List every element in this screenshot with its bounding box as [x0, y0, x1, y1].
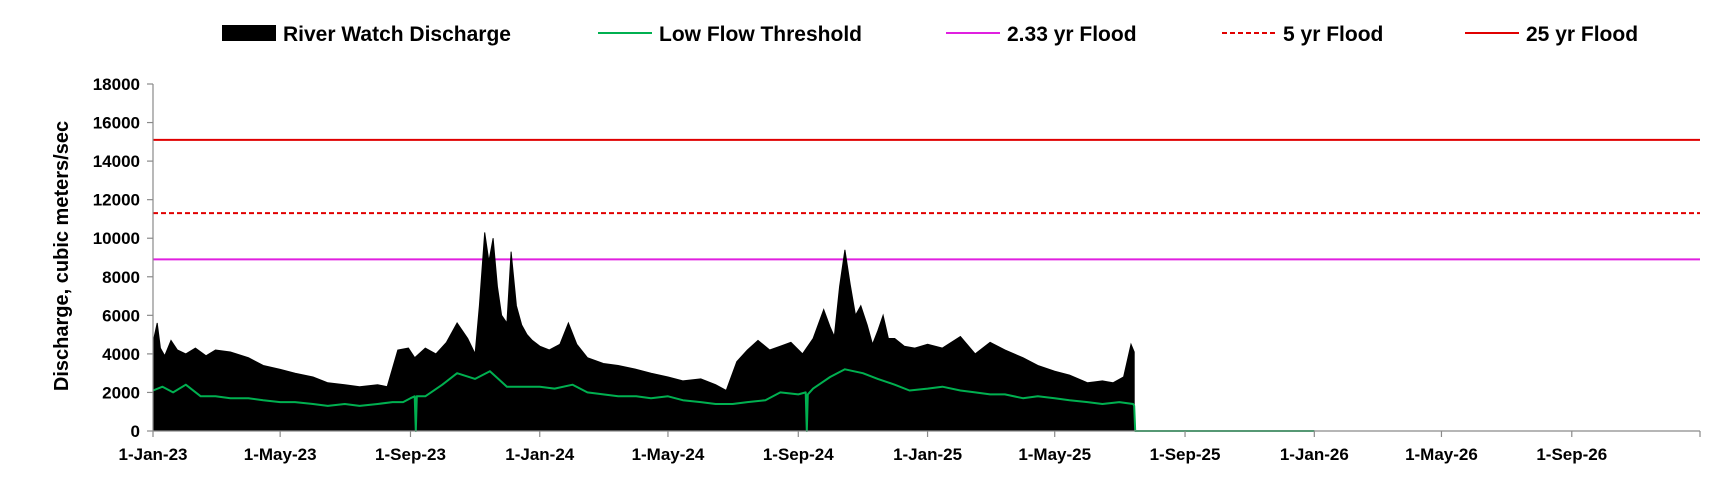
legend-item-1: Low Flow Threshold [598, 23, 862, 46]
x-tick-label: 1-Jan-26 [1280, 445, 1349, 464]
x-tick-label: 1-Sep-26 [1536, 445, 1607, 464]
legend-item-0: River Watch Discharge [222, 23, 511, 46]
legend-item-2: 2.33 yr Flood [946, 23, 1137, 46]
legend: River Watch Discharge Low Flow Threshold 2… [222, 23, 1638, 46]
y-tick-label: 10000 [93, 229, 140, 248]
x-tick-label: 1-Jan-23 [119, 445, 188, 464]
x-axis-ticks: 1-Jan-23 1-May-23 1-Sep-23 1-Jan-24 1-May-24… [119, 431, 1701, 464]
legend-item-3: 5 yr Flood [1222, 23, 1383, 46]
legend-label: Low Flow Threshold [659, 23, 862, 46]
discharge-area-path [152, 232, 1135, 432]
low-flow-series-line [152, 368, 1315, 432]
legend-swatch [222, 25, 276, 41]
y-tick-label: 0 [131, 422, 140, 441]
low-flow-line [152, 368, 1315, 432]
legend-label: 25 yr Flood [1526, 23, 1638, 46]
x-tick-label: 1-May-23 [244, 445, 317, 464]
y-tick-label: 4000 [102, 345, 140, 364]
legend-label: 2.33 yr Flood [1007, 23, 1137, 46]
y-tick-label: 8000 [102, 268, 140, 287]
y-tick-label: 2000 [102, 383, 140, 402]
legend-label: 5 yr Flood [1283, 23, 1383, 46]
flood-threshold-lines [153, 138, 1700, 261]
y-tick-label: 14000 [93, 152, 140, 171]
x-tick-label: 1-Sep-23 [375, 445, 446, 464]
x-tick-label: 1-Sep-24 [763, 445, 834, 464]
y-tick-label: 12000 [93, 191, 140, 210]
legend-item-4: 25 yr Flood [1465, 23, 1638, 46]
x-tick-label: 1-May-26 [1405, 445, 1478, 464]
x-tick-label: 1-May-25 [1018, 445, 1091, 464]
y-tick-label: 16000 [93, 114, 140, 133]
y-tick-label: 18000 [93, 75, 140, 94]
x-tick-label: 1-May-24 [632, 445, 705, 464]
discharge-area [152, 232, 1135, 432]
x-tick-label: 1-Jan-25 [893, 445, 962, 464]
y-tick-label: 6000 [102, 306, 140, 325]
x-tick-label: 1-Jan-24 [505, 445, 575, 464]
y-axis-title: Discharge, cubic meters/sec [51, 121, 73, 391]
legend-label: River Watch Discharge [283, 23, 511, 46]
y-axis-ticks: 0 2000 4000 6000 8000 10000 12000 14000 16000 180… [93, 75, 153, 441]
x-tick-label: 1-Sep-25 [1150, 445, 1221, 464]
